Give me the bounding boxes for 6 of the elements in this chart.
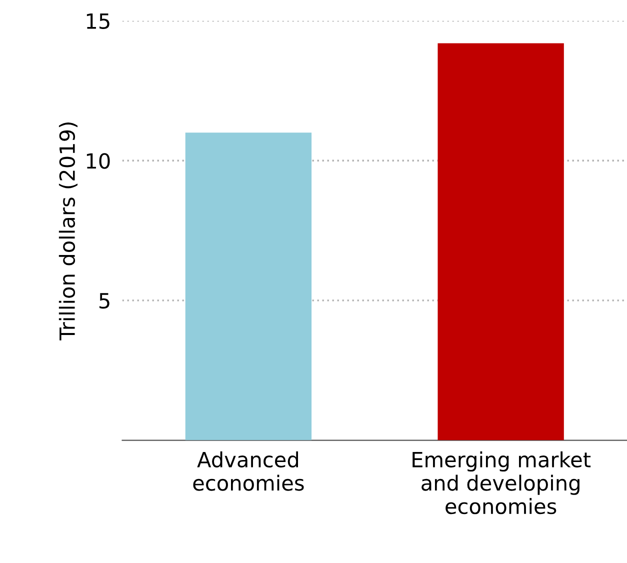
y-axis-title: Trillion dollars (2019)	[58, 122, 78, 340]
y-tick-label: 10	[86, 153, 110, 169]
x-tick-label: Emerging market and developing economies	[412, 451, 591, 514]
y-tick-label: 15	[86, 14, 110, 30]
x-tick-label: Advanced economies	[193, 451, 304, 491]
y-tick-label: 5	[100, 293, 110, 309]
